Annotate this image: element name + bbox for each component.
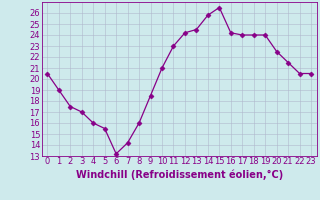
X-axis label: Windchill (Refroidissement éolien,°C): Windchill (Refroidissement éolien,°C) — [76, 169, 283, 180]
